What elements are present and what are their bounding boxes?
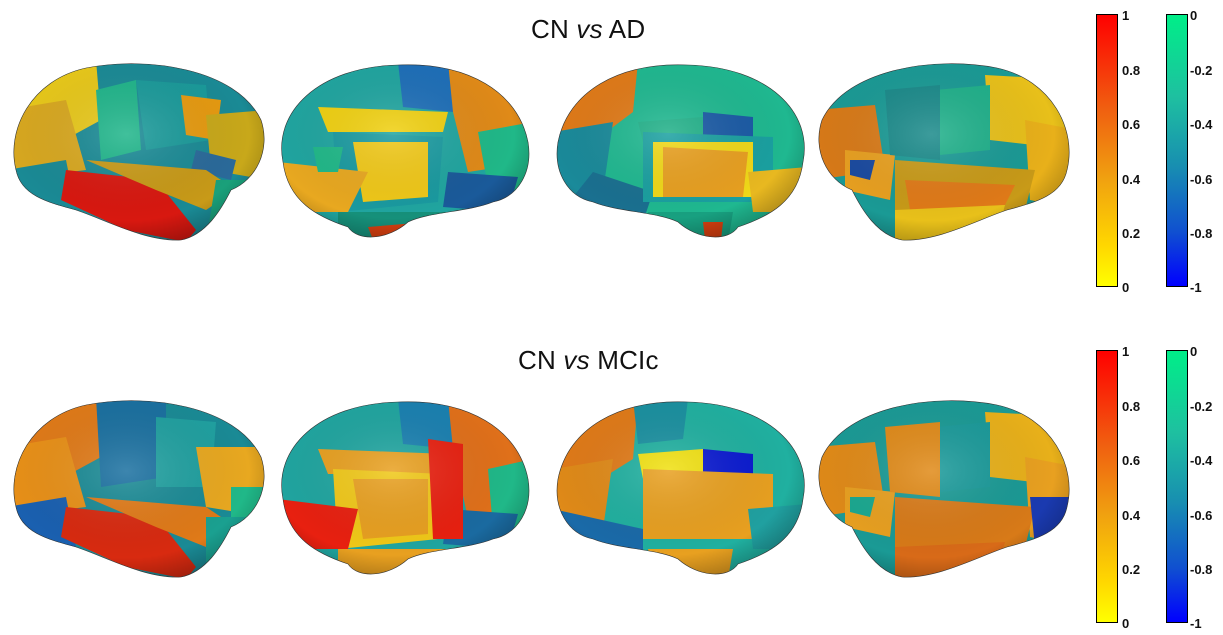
- tick-label: -0.6: [1190, 172, 1213, 187]
- tick-label: -0.8: [1190, 226, 1213, 241]
- tick-label: 1: [1122, 8, 1130, 23]
- tick-label: 0.6: [1122, 117, 1141, 132]
- tick-label: 0.2: [1122, 226, 1141, 241]
- tick-label: 1: [1122, 344, 1130, 359]
- brain-right-medial-ad: [556, 64, 805, 238]
- tick-label: 0.8: [1122, 399, 1141, 414]
- brain-left-lateral-ad: [13, 63, 265, 241]
- tick-label: 0.4: [1122, 172, 1141, 187]
- tick-label: -0.4: [1190, 117, 1213, 132]
- colorbar-negative-ad: [1166, 14, 1188, 287]
- brain-left-lateral-mcic: [13, 400, 265, 578]
- tick-label: -1: [1190, 280, 1202, 295]
- colorbar-negative-mcic: [1166, 350, 1188, 623]
- tick-label: 0.2: [1122, 562, 1141, 577]
- colorbar-positive-mcic: [1096, 350, 1118, 623]
- tick-label: 0.4: [1122, 508, 1141, 523]
- panel-title-mcic: CN vs MCIc: [518, 345, 659, 375]
- tick-label: 0.6: [1122, 453, 1141, 468]
- tick-label: 0: [1122, 616, 1130, 631]
- panel-title-ad: CN vs AD: [531, 14, 646, 44]
- tick-label: -0.6: [1190, 508, 1213, 523]
- brain-left-medial-ad: [281, 64, 530, 238]
- tick-label: -0.2: [1190, 399, 1213, 414]
- brain-left-medial-mcic: [281, 401, 530, 575]
- tick-label: 0: [1190, 8, 1198, 23]
- tick-label: -0.2: [1190, 63, 1213, 78]
- tick-label: 0.8: [1122, 63, 1141, 78]
- tick-label: -1: [1190, 616, 1202, 631]
- tick-label: -0.8: [1190, 562, 1213, 577]
- brain-right-lateral-mcic: [818, 400, 1070, 578]
- colorbar-positive-ad: [1096, 14, 1118, 287]
- tick-label: 0: [1190, 344, 1198, 359]
- tick-label: 0: [1122, 280, 1130, 295]
- brain-right-medial-mcic: [556, 401, 805, 575]
- brain-right-lateral-ad: [818, 63, 1070, 241]
- tick-label: -0.4: [1190, 453, 1213, 468]
